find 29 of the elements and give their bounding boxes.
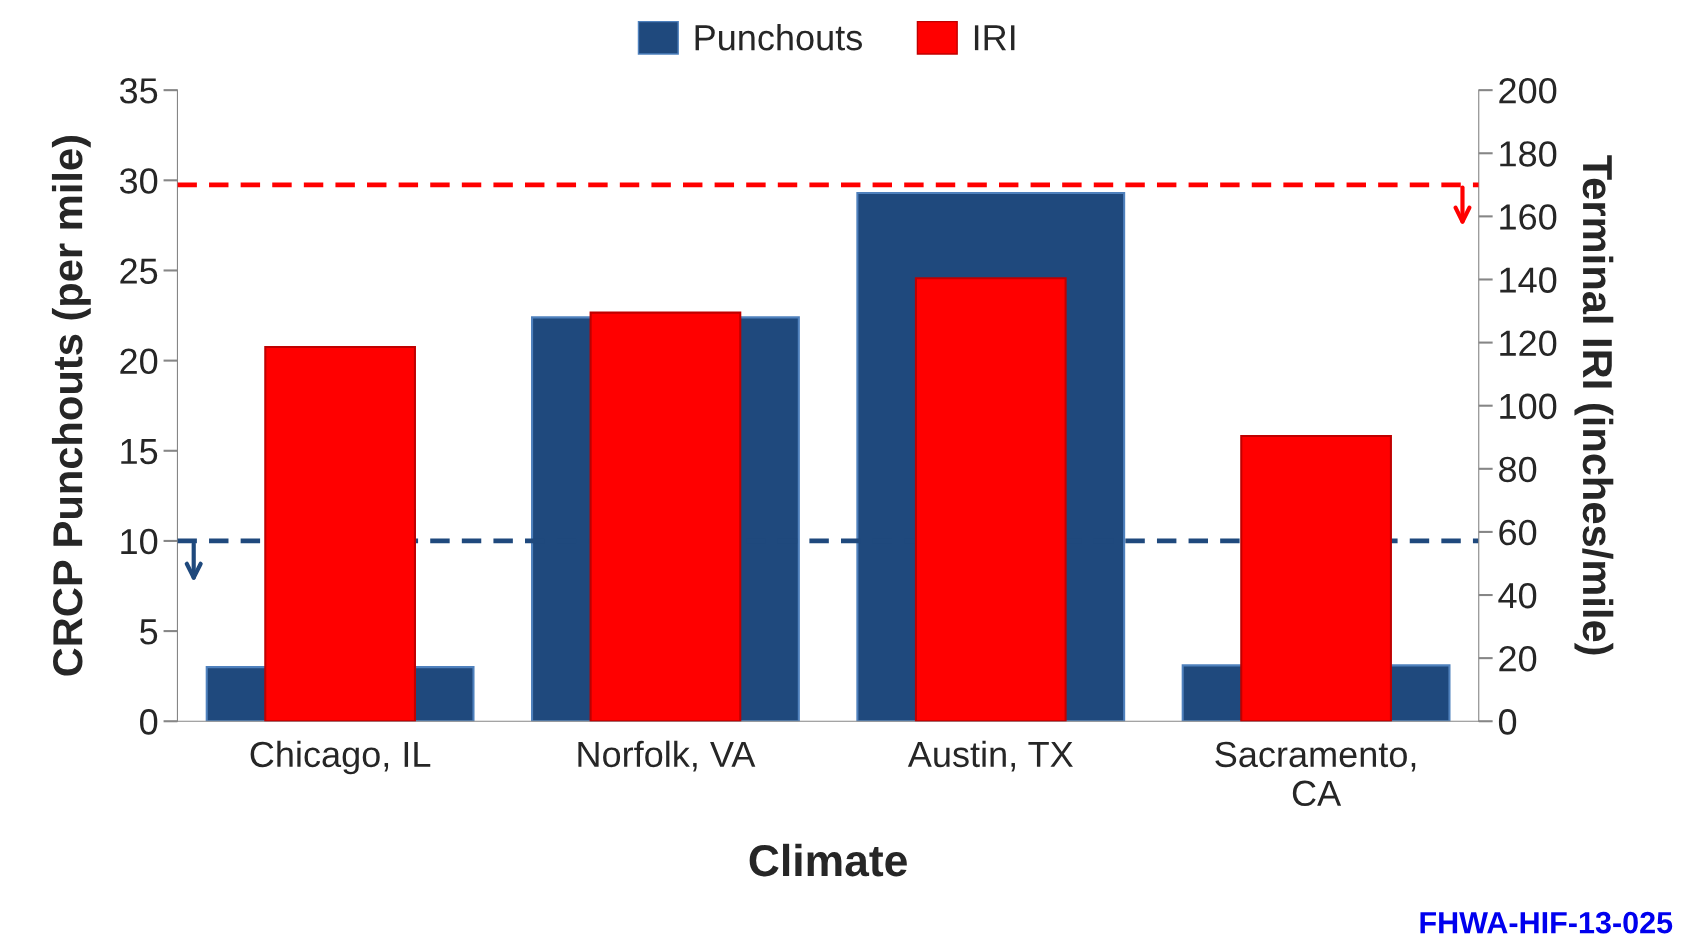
y2-axis-title: Terminal IRI (inches/mile)	[1574, 155, 1614, 655]
legend-label: Punchouts	[695, 23, 862, 51]
y2-tick-label: 180	[1500, 141, 1557, 167]
y-tick-label: 35	[119, 78, 158, 104]
x-tick-label: Chicago, IL	[250, 740, 431, 775]
y2-tick-label: 200	[1499, 78, 1557, 104]
y-tick-label: 20	[120, 348, 158, 375]
y2-tick-label: 0	[1498, 709, 1517, 735]
y-tick-label: 10	[121, 528, 158, 555]
y2-tick-label: 60	[1499, 519, 1537, 546]
y-axis-title: CRCP Punchouts (per mile)	[51, 136, 91, 676]
y2-tick-label: 140	[1500, 267, 1557, 293]
legend-label: IRI	[974, 25, 1015, 51]
y2-tick-label: 100	[1500, 393, 1557, 420]
y2-tick-label: 120	[1500, 330, 1557, 357]
y2-tick-label: 80	[1499, 456, 1537, 483]
y-tick-label: 0	[140, 709, 158, 735]
y2-tick-label: 40	[1498, 582, 1537, 609]
x-tick-label: Austin, TX	[907, 740, 1073, 772]
x-tick-label: Norfolk, VA	[578, 740, 756, 772]
text: FHWA-HIF-13-025	[1420, 911, 1673, 934]
y-tick-label: 15	[121, 439, 158, 465]
y2-tick-label: 160	[1500, 204, 1557, 230]
y-tick-label: 5	[140, 619, 158, 645]
y-tick-label: 30	[119, 168, 158, 194]
x-axis-title: Climate	[749, 843, 907, 877]
x-tick-label: Sacramento, CA	[1215, 741, 1416, 807]
y2-tick-label: 20	[1499, 646, 1537, 672]
y-tick-label: 25	[120, 258, 158, 284]
